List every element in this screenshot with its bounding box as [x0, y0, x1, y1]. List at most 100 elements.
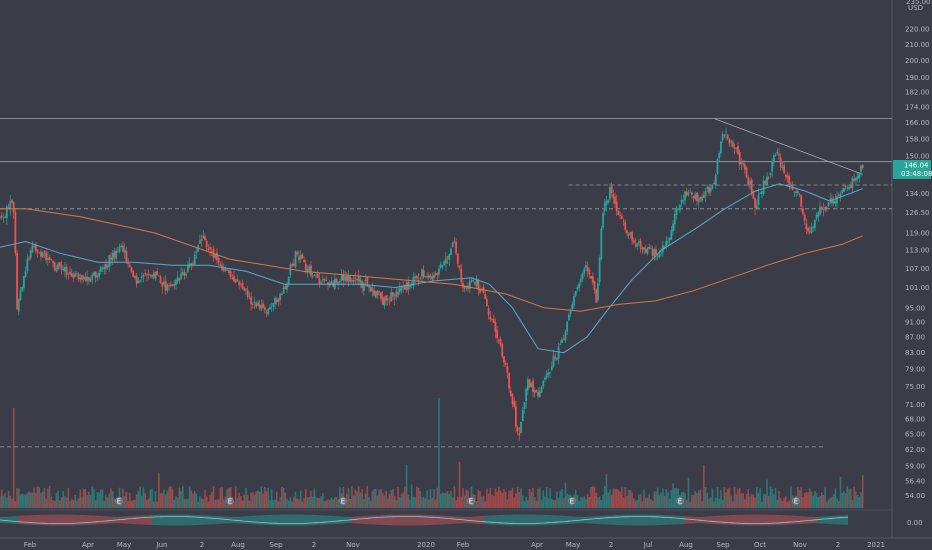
- oscillator-bar: [572, 516, 574, 524]
- volume-bar: [204, 489, 206, 508]
- volume-bar: [800, 487, 803, 508]
- volume-bar: [636, 500, 639, 508]
- oscillator-bar: [836, 515, 838, 525]
- candle-body: [318, 277, 321, 284]
- oscillator-bar: [764, 514, 766, 526]
- oscillator-bar: [776, 514, 778, 526]
- volume-bar: [262, 493, 264, 508]
- earnings-marker-label: E: [794, 497, 798, 505]
- volume-bar: [188, 486, 191, 508]
- candle-body: [494, 322, 497, 332]
- oscillator-bar: [592, 516, 594, 524]
- volume-bar: [460, 496, 463, 508]
- volume-bar: [668, 498, 671, 508]
- volume-bar: [146, 500, 148, 508]
- volume-bar: [352, 495, 355, 508]
- volume-bar: [303, 497, 305, 508]
- moving-average-line: [0, 183, 863, 354]
- candle-body: [545, 373, 548, 378]
- volume-bar: [757, 492, 760, 508]
- volume-bar: [691, 494, 693, 508]
- volume-bar: [641, 501, 644, 508]
- oscillator-bar: [318, 515, 320, 525]
- candle-body: [120, 245, 123, 248]
- volume-bar: [450, 491, 452, 508]
- oscillator-bar: [560, 515, 562, 525]
- candle-body: [648, 246, 651, 249]
- candle-body: [583, 268, 586, 274]
- candle-body: [79, 278, 82, 280]
- volume-bar: [9, 496, 12, 508]
- volume-bar: [785, 496, 787, 508]
- oscillator-bar: [288, 514, 290, 526]
- price-tick-label: 200.00: [905, 57, 930, 65]
- candle-body: [643, 247, 645, 250]
- oscillator-bar: [124, 516, 126, 524]
- oscillator-bar: [394, 514, 396, 526]
- candle-body: [561, 339, 563, 343]
- volume-bar: [252, 492, 254, 508]
- last-price-value: 146.04: [904, 162, 929, 170]
- candle-body: [822, 209, 825, 211]
- volume-bar: [24, 494, 27, 508]
- candle-body: [183, 271, 186, 276]
- oscillator-bar: [190, 514, 192, 526]
- candle-body: [434, 273, 437, 275]
- oscillator-bar: [778, 514, 780, 526]
- volume-bar: [745, 493, 748, 508]
- volume-bar: [41, 491, 44, 508]
- candle-body: [26, 258, 29, 271]
- volume-bar: [566, 493, 568, 508]
- candle-body: [634, 244, 637, 246]
- time-tick-label: May: [566, 541, 580, 549]
- oscillator-bar: [472, 516, 474, 524]
- price-tick-label: 126.50: [905, 209, 930, 217]
- candle-body: [600, 228, 603, 260]
- oscillator-bar: [412, 514, 414, 526]
- candle-body: [689, 191, 692, 193]
- volume-bar: [192, 493, 194, 508]
- oscillator-bar: [604, 515, 606, 525]
- oscillator-bar: [690, 516, 692, 524]
- volume-bar: [687, 477, 690, 508]
- candle-body: [320, 282, 323, 284]
- candle-body: [757, 194, 760, 206]
- candle-body: [858, 173, 861, 179]
- volume-bar: [392, 488, 394, 508]
- candle-body: [820, 206, 823, 208]
- price-tick-label: 62.00: [905, 446, 925, 454]
- oscillator-bar: [734, 514, 736, 526]
- candle-body: [528, 379, 531, 388]
- volume-bar: [313, 488, 316, 508]
- volume-bar: [91, 486, 94, 508]
- candle-body: [574, 291, 577, 296]
- oscillator-bar: [594, 516, 596, 524]
- volume-bar: [855, 491, 857, 508]
- resistance-trendline: [713, 118, 863, 175]
- volume-bar: [831, 496, 833, 508]
- oscillator-bar: [414, 514, 416, 526]
- candle-body: [342, 274, 345, 281]
- volume-bar: [103, 500, 106, 508]
- volume-bar: [559, 490, 562, 508]
- volume-bar: [812, 495, 814, 508]
- oscillator-bar: [320, 515, 322, 525]
- candle-body: [134, 276, 136, 279]
- volume-bar: [260, 486, 263, 508]
- volume-bar: [52, 500, 54, 508]
- volume-bar: [658, 495, 661, 508]
- candle-body: [419, 278, 422, 280]
- oscillator-bar: [800, 516, 802, 524]
- oscillator-bar: [656, 514, 658, 526]
- moving-average-line: [0, 208, 863, 312]
- oscillator-bar: [426, 514, 428, 526]
- volume-bar: [528, 489, 531, 508]
- volume-bar: [402, 492, 404, 508]
- candle-body: [808, 231, 811, 233]
- oscillator-bar: [158, 514, 160, 526]
- oscillator-bar: [622, 514, 624, 526]
- candle-body: [588, 270, 591, 275]
- candle-body: [441, 265, 444, 267]
- oscillator-bar: [182, 514, 184, 526]
